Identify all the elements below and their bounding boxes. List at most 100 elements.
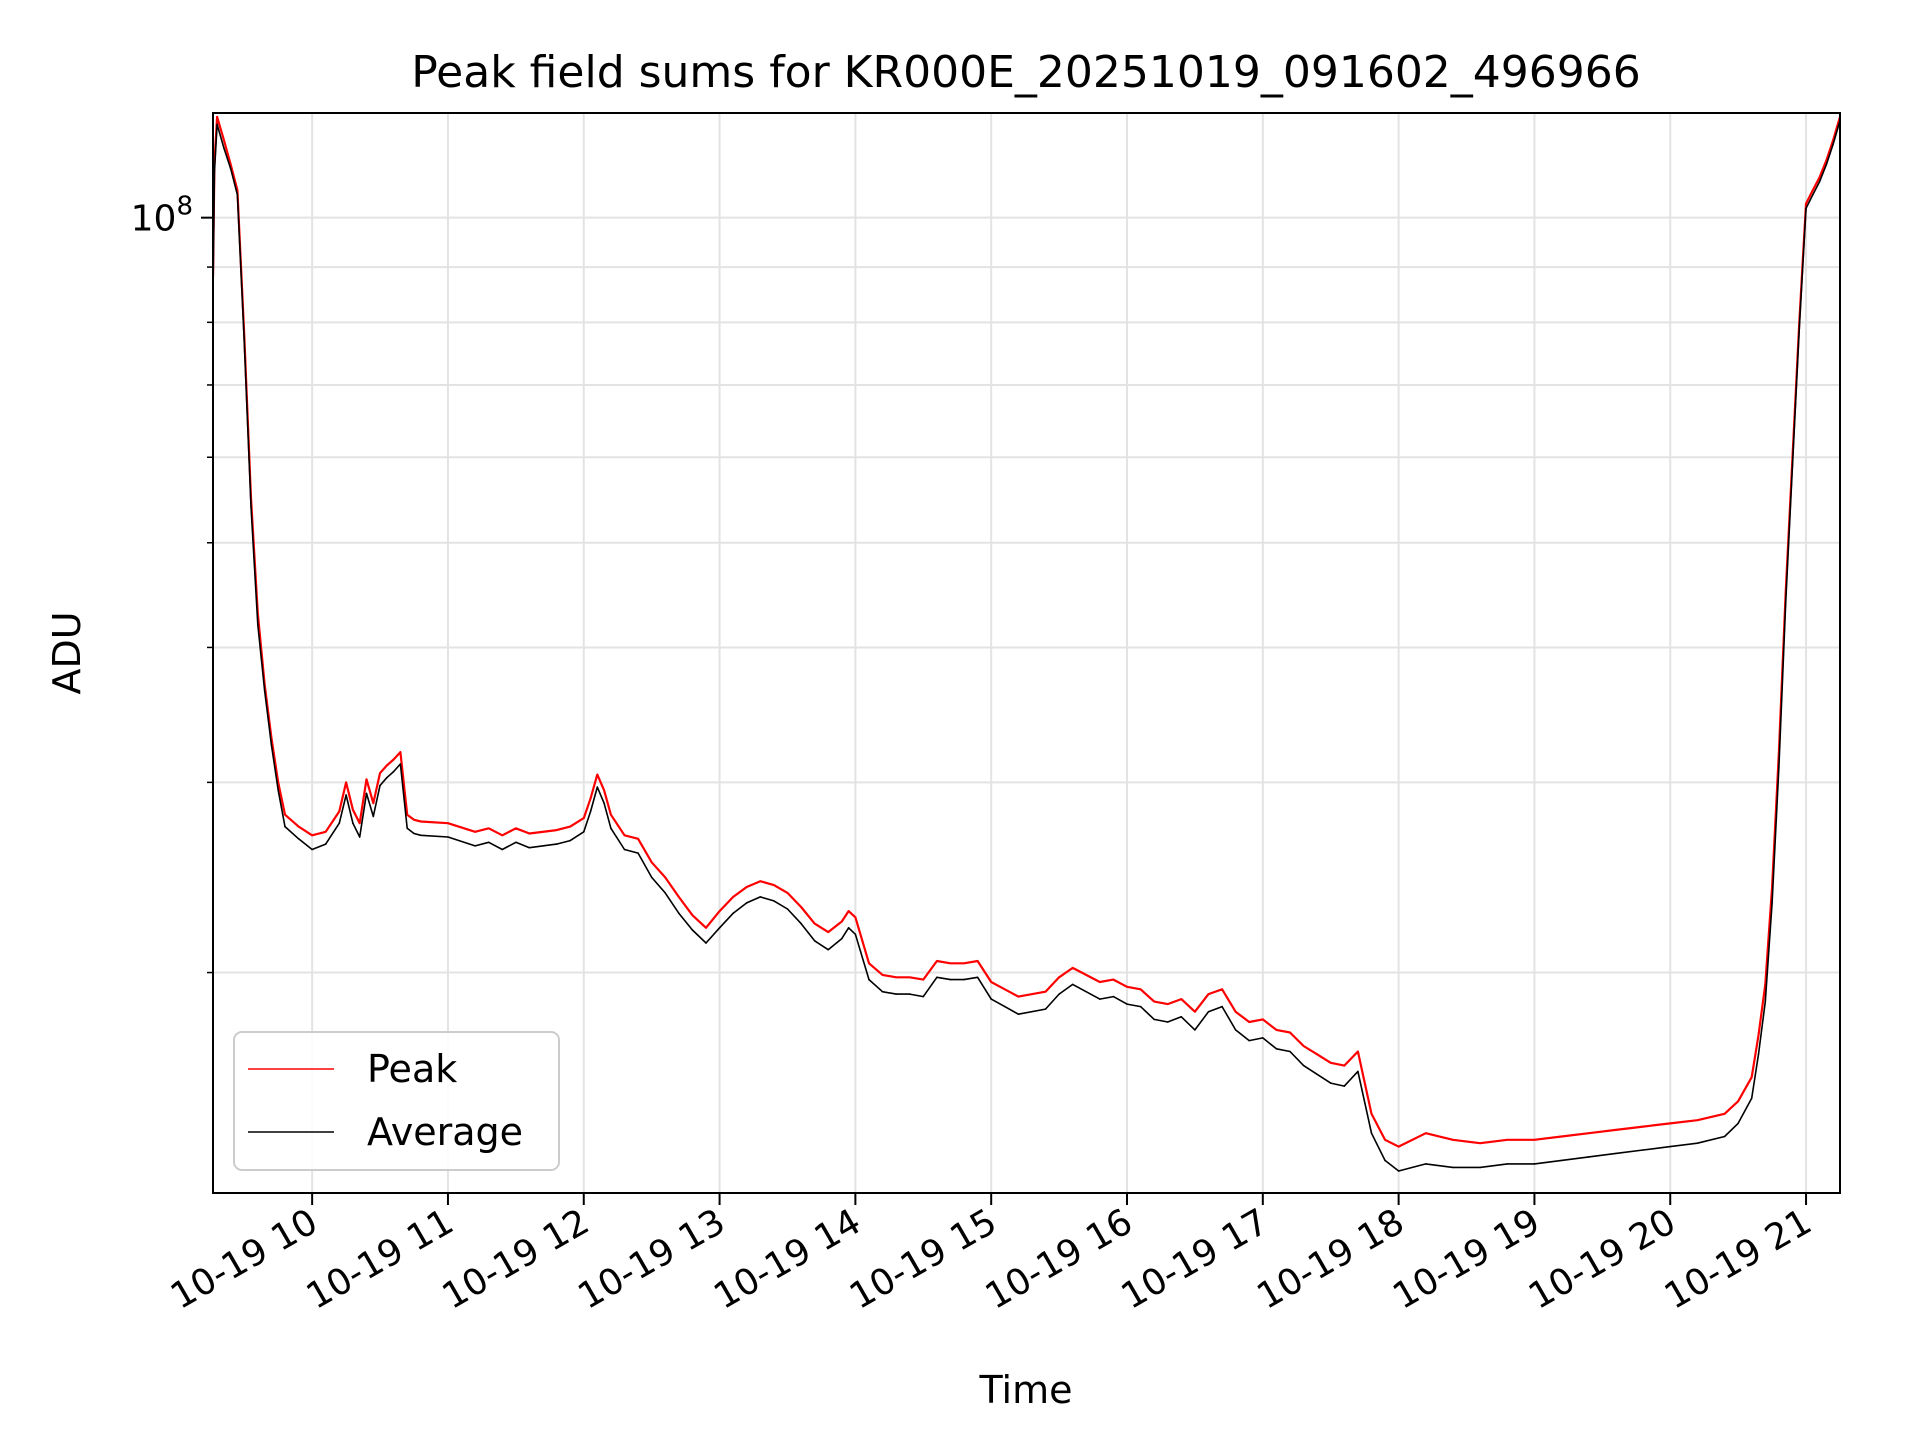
data-point-average bbox=[1262, 1037, 1264, 1039]
data-point-average bbox=[1207, 1010, 1210, 1013]
data-point-average bbox=[1370, 1132, 1373, 1134]
data-point-peak bbox=[1248, 1021, 1250, 1023]
data-point-average bbox=[1153, 1018, 1155, 1021]
data-point-average bbox=[1194, 1029, 1196, 1031]
data-point-peak bbox=[718, 910, 721, 912]
data-point-average bbox=[1329, 1082, 1332, 1084]
data-point-peak bbox=[1757, 1034, 1760, 1036]
data-point-average bbox=[352, 822, 354, 824]
data-point-peak bbox=[664, 876, 666, 879]
data-point-peak bbox=[1302, 1045, 1305, 1047]
data-point-average bbox=[229, 167, 232, 170]
data-point-peak bbox=[297, 825, 300, 828]
data-point-average bbox=[1798, 327, 1801, 330]
data-point-average bbox=[813, 940, 816, 942]
data-point-average bbox=[800, 922, 802, 925]
data-point-average bbox=[623, 848, 626, 851]
data-point-average bbox=[1316, 1073, 1318, 1076]
data-point-peak bbox=[786, 892, 789, 894]
data-point-average bbox=[868, 978, 870, 981]
data-point-peak bbox=[963, 962, 965, 965]
data-point-peak bbox=[413, 819, 415, 821]
data-point-peak bbox=[1343, 1064, 1346, 1067]
data-point-peak bbox=[420, 820, 422, 823]
data-point-peak bbox=[1384, 1139, 1386, 1141]
data-point-peak bbox=[1234, 1010, 1237, 1013]
data-point-peak bbox=[1357, 1050, 1359, 1053]
data-point-peak bbox=[1275, 1029, 1278, 1031]
data-point-peak bbox=[732, 896, 734, 898]
data-point-average bbox=[589, 810, 592, 813]
data-point-peak bbox=[216, 116, 218, 118]
data-point-average bbox=[257, 623, 259, 626]
data-point-average bbox=[1058, 993, 1060, 995]
data-point-average bbox=[1221, 1005, 1223, 1008]
data-point-average bbox=[963, 978, 965, 981]
data-point-peak bbox=[908, 976, 911, 979]
data-point-average bbox=[555, 843, 558, 845]
data-point-average bbox=[596, 786, 599, 788]
data-point-peak bbox=[345, 781, 347, 784]
data-point-peak bbox=[1221, 988, 1223, 991]
data-point-peak bbox=[1452, 1139, 1454, 1141]
data-point-average bbox=[705, 942, 707, 944]
legend-average-label: Average bbox=[367, 1110, 523, 1154]
data-point-peak bbox=[603, 789, 605, 792]
data-point-peak bbox=[1506, 1139, 1509, 1141]
data-point-peak bbox=[528, 832, 531, 835]
data-point-average bbox=[1533, 1163, 1536, 1165]
y-axis-label: ADU bbox=[45, 611, 89, 694]
data-point-peak bbox=[223, 139, 225, 141]
data-point-peak bbox=[447, 822, 449, 824]
data-point-average bbox=[386, 776, 388, 779]
data-point-average bbox=[1302, 1064, 1305, 1067]
data-point-peak bbox=[881, 974, 884, 976]
data-point-average bbox=[922, 995, 925, 998]
data-point-average bbox=[263, 689, 266, 692]
legend-box bbox=[233, 1031, 560, 1171]
data-point-peak bbox=[1289, 1031, 1291, 1034]
data-point-average bbox=[406, 827, 409, 830]
data-point-average bbox=[1357, 1070, 1359, 1073]
data-point-peak bbox=[1805, 203, 1807, 205]
data-point-peak bbox=[1560, 1135, 1563, 1138]
data-point-peak bbox=[841, 920, 843, 923]
data-point-average bbox=[847, 927, 850, 929]
data-point-peak bbox=[854, 916, 857, 919]
data-point-average bbox=[1812, 194, 1814, 196]
data-point-average bbox=[1750, 1097, 1753, 1099]
x-axis-label: Time bbox=[979, 1368, 1073, 1412]
data-point-average bbox=[399, 763, 402, 765]
data-point-average bbox=[732, 912, 734, 914]
data-point-peak bbox=[386, 764, 388, 767]
data-point-average bbox=[223, 147, 225, 149]
data-point-peak bbox=[800, 906, 802, 908]
data-point-average bbox=[1479, 1166, 1481, 1169]
data-point-average bbox=[447, 836, 449, 838]
data-point-average bbox=[487, 841, 490, 844]
data-point-peak bbox=[847, 910, 850, 912]
data-point-peak bbox=[1126, 986, 1128, 988]
data-point-average bbox=[1044, 1008, 1047, 1010]
data-point-average bbox=[236, 194, 239, 196]
data-point-average bbox=[1452, 1166, 1454, 1169]
data-point-average bbox=[1139, 1005, 1142, 1008]
legend: Peak Average bbox=[233, 1031, 560, 1171]
data-point-average bbox=[284, 825, 286, 828]
data-point-average bbox=[691, 929, 694, 931]
data-point-average bbox=[1425, 1163, 1427, 1165]
data-point-average bbox=[1234, 1029, 1237, 1031]
data-point-peak bbox=[406, 813, 409, 816]
data-point-peak bbox=[610, 813, 612, 816]
data-point-peak bbox=[637, 838, 639, 840]
y-tick-label: 108 bbox=[131, 192, 193, 240]
data-point-peak bbox=[1825, 159, 1828, 162]
data-point-average bbox=[827, 948, 829, 951]
data-point-average bbox=[854, 933, 857, 936]
data-point-average bbox=[1166, 1021, 1169, 1023]
data-point-peak bbox=[515, 827, 517, 830]
data-point-average bbox=[1764, 1000, 1767, 1003]
data-point-average bbox=[243, 339, 245, 342]
